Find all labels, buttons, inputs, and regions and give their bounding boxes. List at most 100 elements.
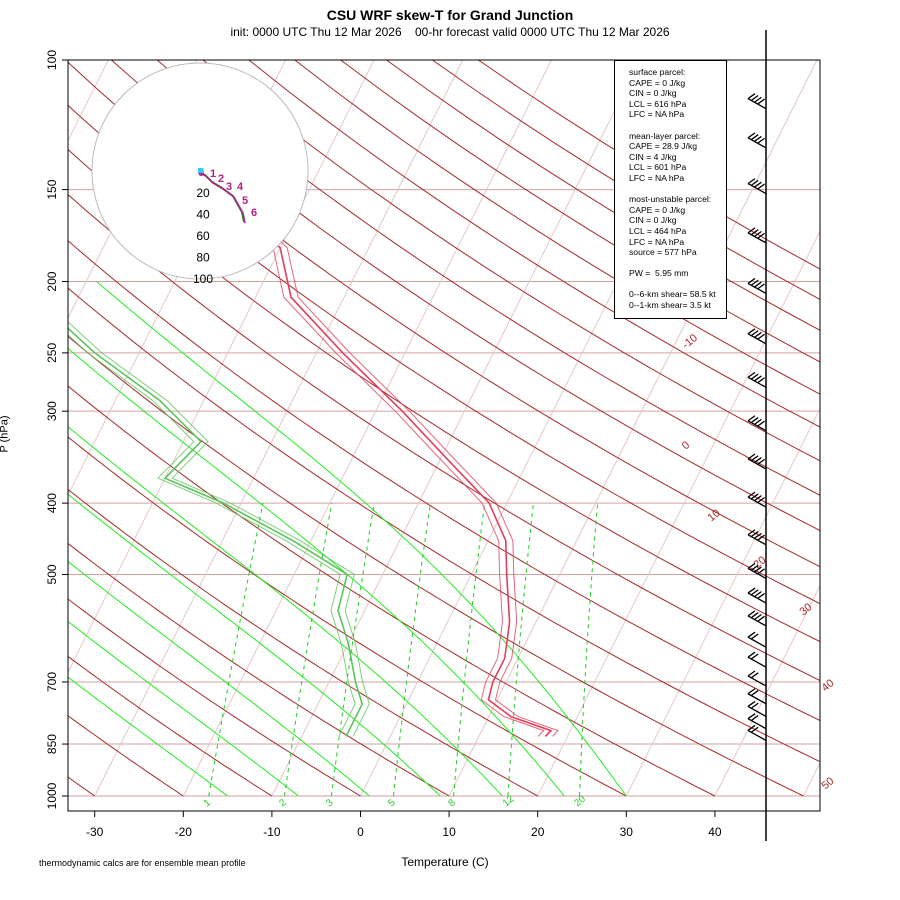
barb-feather [750, 564, 759, 571]
barb-shaft [747, 98, 767, 110]
moist-adiabat [68, 493, 441, 797]
barb-feather [747, 93, 756, 100]
barb-feather [750, 179, 759, 186]
barb-shaft [747, 232, 767, 244]
hodograph-height-label: 2 [218, 173, 224, 185]
barb-feather [750, 455, 759, 462]
mixing-ratio-line [208, 503, 264, 797]
barb-shaft [747, 376, 767, 388]
barb-feather [757, 137, 765, 144]
barb-feather [754, 613, 762, 621]
barb-shaft [747, 458, 767, 470]
wind-barb [747, 491, 767, 508]
barb-feather [750, 417, 759, 424]
isotherm-label: 50 [820, 775, 837, 792]
barb-shaft [747, 183, 767, 195]
isotherm-line [68, 60, 375, 674]
hodograph-height-label: 3 [226, 181, 232, 193]
barb-shaft [747, 718, 767, 730]
pressure-tick-label: 300 [45, 401, 59, 421]
temperature-tick-label: 10 [442, 825, 456, 839]
barb-feather [754, 591, 762, 598]
mixing-ratio-line [330, 503, 375, 797]
barb-shaft [747, 137, 767, 149]
barb-feather [747, 688, 756, 695]
barb-feather [750, 330, 759, 337]
temperature-tick-label: 40 [708, 825, 722, 839]
dry-adiabat [68, 61, 820, 568]
info-line: mean-layer parcel: [629, 130, 701, 141]
info-line: most-unstable parcel: [629, 194, 712, 205]
pressure-tick-label: 850 [45, 734, 59, 754]
dry-adiabat [68, 715, 184, 797]
mixing-ratio-line [284, 503, 333, 797]
barb-feather [754, 375, 762, 382]
barb-feather [750, 94, 759, 102]
mean-layer-parcel-block: mean-layer parcel: CAPE = 28.9 J/kg CIN … [629, 131, 726, 184]
info-line: CAPE = 0 J/kg [629, 204, 686, 215]
dry-adiabat [68, 598, 361, 797]
chart-title: CSU WRF skew-T for Grand Junction [326, 7, 574, 23]
dry-adiabat [156, 60, 820, 496]
barb-shaft [747, 496, 767, 508]
barb-feather [754, 457, 762, 464]
barb-feather [747, 328, 756, 335]
barb-feather [754, 230, 762, 238]
barb-feather [747, 491, 756, 498]
dry-adiabat [340, 60, 820, 363]
barb-feather [750, 531, 759, 538]
barb-shaft [747, 615, 767, 627]
dry-adiabat [68, 655, 273, 797]
barb-feather [757, 377, 765, 384]
wind-barb [747, 328, 767, 345]
temperature-tick-label: 20 [531, 825, 545, 839]
wind-barb [747, 631, 767, 648]
barb-shaft [747, 420, 767, 432]
barb-feather [750, 589, 759, 596]
barb-feather [757, 420, 765, 427]
barb-feather [750, 714, 759, 722]
pressure-tick-label: 700 [45, 672, 59, 692]
dry-adiabat [68, 240, 820, 722]
barb-feather [747, 651, 756, 658]
dry-adiabat [68, 193, 820, 682]
pressure-tick-label: 100 [45, 50, 59, 70]
info-line: 0--6-km shear= 58.5 kt [629, 289, 716, 300]
barb-feather [757, 534, 765, 541]
barb-shaft [747, 693, 767, 705]
moist-adiabat [68, 347, 565, 797]
isotherm-label: 40 [820, 677, 837, 694]
wind-barb [747, 277, 767, 295]
info-line: LCL = 601 hPa [629, 162, 687, 173]
barb-feather [747, 277, 756, 284]
barb-feather [757, 458, 765, 465]
wind-barb [747, 713, 767, 730]
dewpoint-profile [68, 321, 370, 737]
hodograph-height-label: 6 [251, 207, 257, 219]
barb-feather [747, 610, 756, 617]
dry-adiabat [68, 287, 820, 763]
barb-shaft [747, 656, 767, 668]
wind-barb [747, 227, 767, 244]
barb-feather [747, 724, 756, 731]
barb-shaft [747, 282, 767, 295]
barb-feather [750, 493, 759, 500]
info-line: 0--1-km shear= 3.5 kt [629, 300, 711, 311]
barb-feather [750, 672, 759, 679]
info-line: CAPE = 0 J/kg [629, 77, 686, 88]
barb-feather [757, 496, 765, 504]
barb-feather [750, 279, 759, 286]
barb-feather [757, 98, 765, 105]
barb-feather [747, 700, 756, 707]
moist-adiabat [96, 281, 627, 797]
barb-feather [754, 566, 762, 573]
mixing-ratio-label: 3 [324, 797, 336, 809]
barb-feather [754, 532, 762, 539]
hodograph-height-label: 5 [242, 195, 248, 207]
barb-feather [747, 562, 756, 569]
dry-adiabat [294, 60, 820, 395]
barb-feather [750, 702, 759, 709]
wind-barb [747, 93, 767, 110]
dry-adiabat [202, 60, 820, 462]
moist-adiabat [68, 560, 370, 797]
